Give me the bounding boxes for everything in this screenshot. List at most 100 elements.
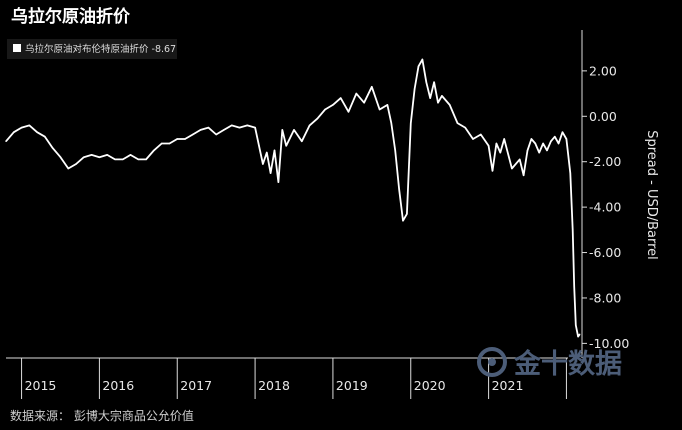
data-point [491, 170, 494, 172]
data-point [246, 124, 248, 127]
data-point [417, 65, 420, 68]
data-point [522, 174, 525, 176]
data-point [534, 142, 536, 145]
data-point [519, 158, 521, 161]
y-tick-label: 0.00 [589, 109, 617, 124]
data-point [480, 133, 482, 136]
data-point [355, 92, 357, 95]
data-point [83, 156, 85, 158]
data-point [316, 117, 319, 120]
data-point [511, 167, 513, 170]
data-point [129, 154, 132, 156]
data-point [503, 138, 505, 140]
data-point [98, 156, 101, 158]
data-point [425, 81, 427, 83]
y-axis-title: Spread - USD/Barrel [644, 130, 659, 260]
data-point [472, 138, 474, 140]
data-point [449, 104, 451, 106]
data-point [557, 142, 560, 145]
data-point [67, 167, 70, 170]
data-point [168, 142, 171, 145]
data-point [363, 102, 365, 104]
data-point [285, 145, 287, 147]
watermark-text: 金十数据 [513, 348, 622, 380]
data-point [36, 131, 38, 133]
data-point [176, 138, 178, 140]
data-point [546, 149, 548, 152]
data-point [254, 126, 256, 129]
data-point [398, 188, 400, 190]
data-point [394, 149, 396, 152]
x-year-label: 2015 [25, 378, 57, 393]
data-point [266, 151, 268, 154]
data-point [262, 163, 264, 165]
data-point [207, 126, 210, 129]
data-point [184, 138, 186, 140]
data-point [538, 151, 540, 154]
data-point [114, 158, 116, 161]
data-point [153, 149, 155, 152]
data-point [577, 335, 579, 338]
data-point [499, 151, 501, 154]
data-point [258, 145, 260, 147]
data-point [5, 140, 7, 142]
y-tick-label: -8.00 [589, 290, 621, 305]
data-point [456, 122, 459, 124]
x-year-label: 2016 [102, 378, 134, 393]
data-point [464, 126, 466, 129]
data-point [90, 154, 93, 156]
data-point [550, 140, 552, 142]
data-point [59, 156, 62, 158]
data-point [238, 126, 241, 129]
data-point [495, 142, 498, 145]
data-point [561, 131, 564, 133]
data-point [378, 108, 381, 111]
data-point [565, 138, 568, 140]
data-point [106, 154, 108, 156]
data-point [75, 163, 77, 165]
data-point [487, 145, 490, 147]
data-point [433, 81, 435, 83]
data-point [215, 133, 217, 136]
y-tick-label: -2.00 [589, 154, 621, 169]
data-point [572, 229, 574, 231]
y-tick-label: -4.00 [589, 200, 621, 215]
data-point [390, 122, 392, 124]
x-year-label: 2017 [180, 378, 212, 393]
data-point [301, 140, 303, 142]
series-line [5, 58, 581, 338]
source-note: 数据来源： 彭博大宗商品公允价值 [10, 408, 194, 423]
x-year-label: 2021 [492, 378, 524, 393]
x-year-label: 2018 [258, 378, 290, 393]
legend-swatch [13, 44, 21, 52]
chart-title: 乌拉尔原油折价 [11, 6, 131, 27]
data-point [145, 158, 147, 161]
data-point [347, 111, 350, 113]
data-point [554, 136, 556, 138]
data-point [573, 285, 575, 288]
data-point [231, 124, 233, 127]
data-point [223, 129, 225, 131]
y-tick-label: 2.00 [589, 63, 617, 78]
data-point [386, 104, 389, 106]
data-point [44, 136, 46, 138]
data-point [28, 124, 31, 127]
data-point [575, 324, 577, 326]
data-point [308, 124, 311, 127]
data-point [402, 220, 404, 222]
data-point [332, 104, 334, 106]
data-point [293, 129, 295, 131]
legend-label: 乌拉尔原油对布伦特原油折价 -8.67 [25, 43, 176, 55]
data-point [526, 149, 529, 152]
data-point [569, 172, 571, 174]
data-point [273, 149, 276, 152]
data-point [542, 142, 544, 145]
data-point [421, 58, 424, 61]
data-point [530, 138, 533, 140]
y-tick-label: -6.00 [589, 245, 621, 260]
y-tick-label: -10.00 [589, 336, 629, 351]
data-point [371, 86, 373, 88]
data-point [192, 133, 194, 136]
data-point [406, 213, 408, 215]
